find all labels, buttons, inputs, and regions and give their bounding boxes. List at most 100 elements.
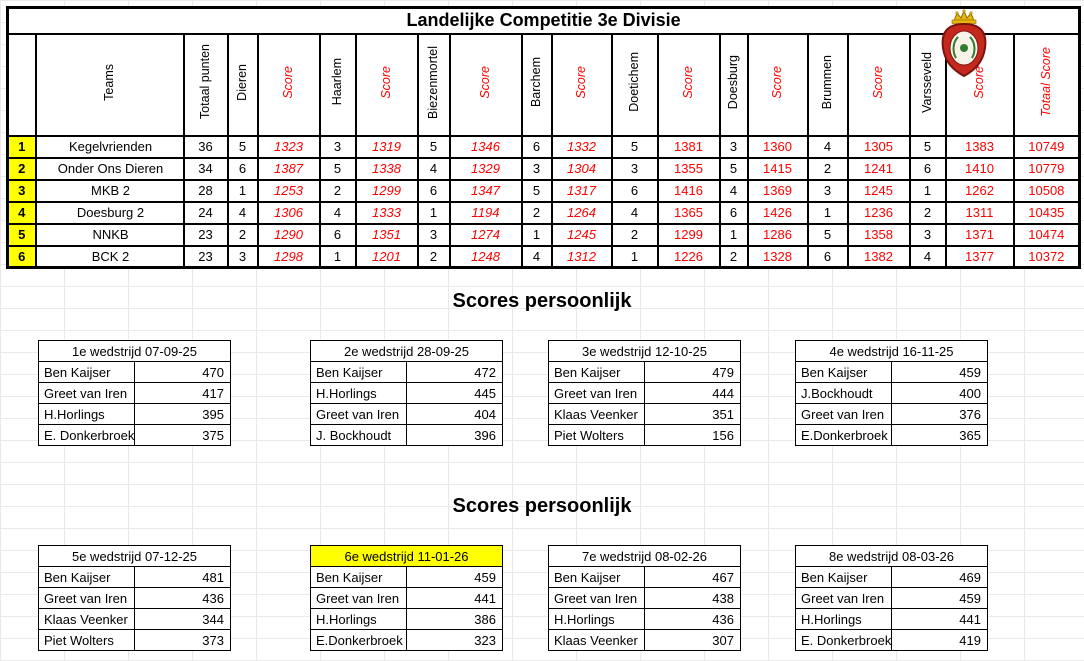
rank-cell[interactable]: 1 xyxy=(6,134,37,159)
cell-score[interactable]: 1383 xyxy=(944,134,1015,159)
cell-score[interactable]: 1299 xyxy=(354,178,419,203)
player-score-cell[interactable]: 419 xyxy=(891,629,988,651)
cell-brummen[interactable]: 2 xyxy=(806,156,849,181)
player-name-cell[interactable]: Ben Kaijser xyxy=(38,566,135,588)
player-score-cell[interactable]: 417 xyxy=(134,382,231,404)
cell-barchem[interactable]: 3 xyxy=(520,156,553,181)
cell-dieren[interactable]: 3 xyxy=(226,244,259,269)
cell-score[interactable]: 1346 xyxy=(448,134,523,159)
player-score-cell[interactable]: 467 xyxy=(644,566,741,588)
player-score-cell[interactable]: 459 xyxy=(891,361,988,383)
player-name-cell[interactable]: J.Bockhoudt xyxy=(795,382,892,404)
cell-score[interactable]: 1333 xyxy=(354,200,419,225)
cell-biezenmortel[interactable]: 3 xyxy=(416,222,451,247)
cell-score[interactable]: 1201 xyxy=(354,244,419,269)
player-name-cell[interactable]: Greet van Iren xyxy=(795,587,892,609)
cell-dieren[interactable]: 4 xyxy=(226,200,259,225)
cell-biezenmortel[interactable]: 6 xyxy=(416,178,451,203)
cell-barchem[interactable]: 1 xyxy=(520,222,553,247)
player-name-cell[interactable]: J. Bockhoudt xyxy=(310,424,407,446)
cell-score[interactable]: 1312 xyxy=(550,244,613,269)
cell-totaal-score[interactable]: 10435 xyxy=(1012,200,1081,225)
player-name-cell[interactable]: E. Donkerbroek xyxy=(38,424,135,446)
cell-score[interactable]: 1306 xyxy=(256,200,321,225)
cell-score[interactable]: 1358 xyxy=(846,222,911,247)
cell-doesburg[interactable]: 3 xyxy=(718,134,749,159)
cell-haarlem[interactable]: 5 xyxy=(318,156,357,181)
cell-score[interactable]: 1416 xyxy=(656,178,721,203)
player-name-cell[interactable]: Ben Kaijser xyxy=(38,361,135,383)
cell-totaal-score[interactable]: 10372 xyxy=(1012,244,1081,269)
cell-score[interactable]: 1360 xyxy=(746,134,809,159)
player-score-cell[interactable]: 469 xyxy=(891,566,988,588)
cell-varsseveld[interactable]: 5 xyxy=(908,134,947,159)
cell-score[interactable]: 1304 xyxy=(550,156,613,181)
cell-biezenmortel[interactable]: 5 xyxy=(416,134,451,159)
cell-doetichem[interactable]: 6 xyxy=(610,178,659,203)
cell-haarlem[interactable]: 4 xyxy=(318,200,357,225)
cell-totaal-score[interactable]: 10508 xyxy=(1012,178,1081,203)
cell-score[interactable]: 1248 xyxy=(448,244,523,269)
player-score-cell[interactable]: 344 xyxy=(134,608,231,630)
cell-score[interactable]: 1245 xyxy=(550,222,613,247)
player-score-cell[interactable]: 376 xyxy=(891,403,988,425)
player-name-cell[interactable]: Klaas Veenker xyxy=(548,403,645,425)
match-title[interactable]: 1e wedstrijd 07-09-25 xyxy=(38,340,231,362)
player-name-cell[interactable]: Klaas Veenker xyxy=(38,608,135,630)
player-name-cell[interactable]: E. Donkerbroek xyxy=(795,629,892,651)
cell-totaal-punten[interactable]: 28 xyxy=(182,178,229,203)
player-score-cell[interactable]: 445 xyxy=(406,382,503,404)
cell-score[interactable]: 1382 xyxy=(846,244,911,269)
player-score-cell[interactable]: 459 xyxy=(406,566,503,588)
cell-score[interactable]: 1371 xyxy=(944,222,1015,247)
match-title[interactable]: 2e wedstrijd 28-09-25 xyxy=(310,340,503,362)
player-name-cell[interactable]: Greet van Iren xyxy=(310,587,407,609)
player-score-cell[interactable]: 438 xyxy=(644,587,741,609)
cell-varsseveld[interactable]: 3 xyxy=(908,222,947,247)
cell-totaal-score[interactable]: 10474 xyxy=(1012,222,1081,247)
player-name-cell[interactable]: Greet van Iren xyxy=(310,403,407,425)
player-name-cell[interactable]: Ben Kaijser xyxy=(795,361,892,383)
cell-teams[interactable]: MKB 2 xyxy=(34,178,185,203)
player-name-cell[interactable]: Ben Kaijser xyxy=(310,566,407,588)
cell-totaal-punten[interactable]: 23 xyxy=(182,222,229,247)
cell-score[interactable]: 1290 xyxy=(256,222,321,247)
player-score-cell[interactable]: 386 xyxy=(406,608,503,630)
cell-score[interactable]: 1332 xyxy=(550,134,613,159)
player-score-cell[interactable]: 375 xyxy=(134,424,231,446)
cell-totaal-punten[interactable]: 34 xyxy=(182,156,229,181)
cell-score[interactable]: 1317 xyxy=(550,178,613,203)
cell-biezenmortel[interactable]: 1 xyxy=(416,200,451,225)
cell-dieren[interactable]: 5 xyxy=(226,134,259,159)
cell-score[interactable]: 1305 xyxy=(846,134,911,159)
cell-doetichem[interactable]: 1 xyxy=(610,244,659,269)
cell-score[interactable]: 1245 xyxy=(846,178,911,203)
player-score-cell[interactable]: 459 xyxy=(891,587,988,609)
player-name-cell[interactable]: Ben Kaijser xyxy=(548,566,645,588)
player-name-cell[interactable]: E.Donkerbroek xyxy=(795,424,892,446)
cell-score[interactable]: 1253 xyxy=(256,178,321,203)
cell-brummen[interactable]: 1 xyxy=(806,200,849,225)
cell-totaal-score[interactable]: 10749 xyxy=(1012,134,1081,159)
cell-score[interactable]: 1226 xyxy=(656,244,721,269)
cell-biezenmortel[interactable]: 4 xyxy=(416,156,451,181)
cell-score[interactable]: 1347 xyxy=(448,178,523,203)
rank-cell[interactable]: 5 xyxy=(6,222,37,247)
cell-score[interactable]: 1274 xyxy=(448,222,523,247)
player-score-cell[interactable]: 395 xyxy=(134,403,231,425)
cell-haarlem[interactable]: 1 xyxy=(318,244,357,269)
cell-haarlem[interactable]: 2 xyxy=(318,178,357,203)
cell-score[interactable]: 1329 xyxy=(448,156,523,181)
cell-score[interactable]: 1365 xyxy=(656,200,721,225)
cell-score[interactable]: 1355 xyxy=(656,156,721,181)
rank-cell[interactable]: 4 xyxy=(6,200,37,225)
player-name-cell[interactable]: H.Horlings xyxy=(310,382,407,404)
player-name-cell[interactable]: Piet Wolters xyxy=(548,424,645,446)
cell-score[interactable]: 1319 xyxy=(354,134,419,159)
player-name-cell[interactable]: Ben Kaijser xyxy=(310,361,407,383)
cell-score[interactable]: 1236 xyxy=(846,200,911,225)
match-title[interactable]: 4e wedstrijd 16-11-25 xyxy=(795,340,988,362)
rank-cell[interactable]: 6 xyxy=(6,244,37,269)
cell-biezenmortel[interactable]: 2 xyxy=(416,244,451,269)
cell-totaal-punten[interactable]: 23 xyxy=(182,244,229,269)
